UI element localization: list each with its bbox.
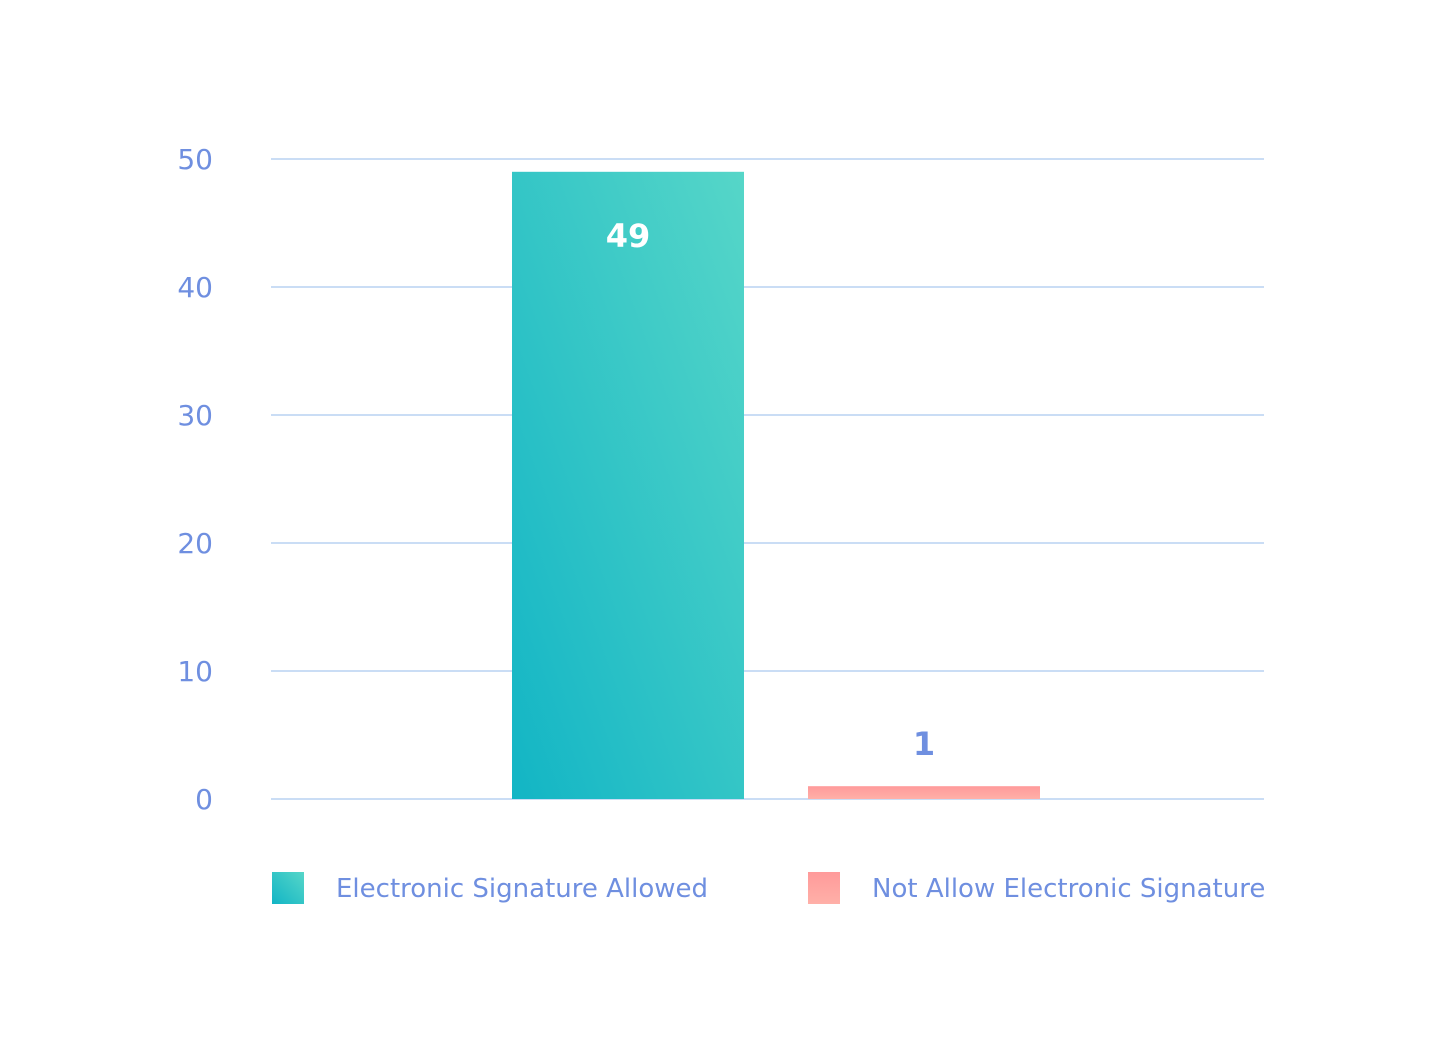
legend-swatch — [272, 872, 304, 904]
legend-swatch — [808, 872, 840, 904]
data-label-1: 49 — [606, 217, 651, 255]
legend-item-1: Electronic Signature Allowed — [272, 872, 708, 904]
y-tick-label: 0 — [195, 783, 213, 816]
legend: Electronic Signature Allowed Not Allow El… — [272, 872, 1265, 904]
bar-1 — [512, 171, 744, 800]
legend-label: Electronic Signature Allowed — [336, 874, 708, 904]
y-tick-label: 40 — [177, 271, 213, 304]
data-label-2: 1 — [913, 725, 935, 763]
y-grid — [271, 158, 1264, 800]
legend-label: Not Allow Electronic Signature — [872, 874, 1265, 904]
y-tick-label: 30 — [177, 399, 213, 432]
y-tick-label: 50 — [177, 143, 213, 176]
bar-2 — [808, 786, 1040, 799]
bars — [512, 171, 1040, 800]
legend-item-2: Not Allow Electronic Signature — [808, 872, 1265, 904]
data-labels: 49 1 — [606, 217, 935, 763]
y-axis-ticks: 0 10 20 30 40 50 — [177, 143, 213, 816]
y-tick-label: 20 — [177, 527, 213, 560]
y-tick-label: 10 — [177, 655, 213, 688]
